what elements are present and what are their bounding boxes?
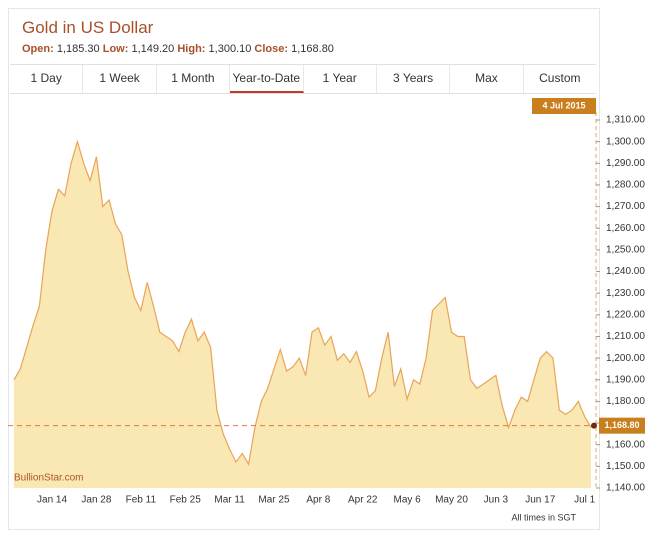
stat-label: High:: [177, 43, 206, 55]
x-tick-label: Apr 22: [348, 495, 378, 506]
y-tick-label: 1,220.00: [606, 309, 645, 320]
tab[interactable]: Custom: [539, 71, 581, 85]
y-tick-label: 1,270.00: [606, 201, 645, 212]
title: Gold in US Dollar: [22, 18, 154, 37]
y-tick-label: 1,260.00: [606, 223, 645, 234]
note: All times in SGT: [511, 512, 576, 522]
stat-value: 1,300.10: [208, 43, 252, 55]
tab[interactable]: 1 Month: [157, 65, 231, 93]
tab[interactable]: 3 Years: [377, 65, 451, 93]
y-tick-label: 1,180.00: [606, 396, 645, 407]
x-tick-label: Mar 11: [214, 495, 245, 506]
widget-frame: [8, 8, 600, 530]
stats: Open: 1,185.30 Low: 1,149.20 High: 1,300…: [22, 43, 334, 55]
y-tick-label: 1,240.00: [606, 266, 645, 277]
x-tick-label: Apr 8: [306, 495, 330, 506]
close-dot: [591, 422, 597, 429]
y-tick-label: 1,310.00: [606, 115, 645, 126]
price-line: [13, 139, 592, 466]
tab[interactable]: Year-to-Date: [230, 65, 304, 93]
y-tick-label: 1,200.00: [606, 353, 645, 364]
tab[interactable]: 1 Day: [10, 65, 84, 93]
x-tick-label: Jun 17: [525, 495, 555, 506]
x-tick-label: Jun 3: [484, 495, 509, 506]
tab[interactable]: 1 Week: [83, 65, 157, 93]
area-fill: [14, 141, 591, 488]
y-tick-label: 1,210.00: [606, 331, 645, 342]
x-tick-label: Mar 25: [258, 495, 290, 506]
stat-value: 1,168.80: [291, 43, 334, 55]
cursor-label: 4 Jul 2015: [542, 100, 585, 110]
close-label: 1,168.80: [604, 420, 639, 430]
x-tick-label: May 6: [394, 495, 422, 506]
y-tick-label: 1,280.00: [606, 180, 645, 191]
stat-label: Open:: [22, 43, 54, 55]
y-tick-label: 1,190.00: [606, 374, 645, 385]
stat-label: Close:: [254, 43, 289, 55]
x-tick-label: Jan 28: [81, 495, 111, 506]
close-label-box: [599, 417, 645, 434]
y-tick-label: 1,160.00: [606, 439, 645, 450]
x-tick-label: May 20: [435, 495, 468, 506]
x-tick-label: Jan 14: [37, 495, 67, 506]
y-tick-label: 1,290.00: [606, 158, 645, 169]
x-tick-label: Feb 11: [126, 495, 157, 506]
y-tick-label: 1,140.00: [606, 483, 645, 494]
stat-label: Low:: [102, 43, 129, 55]
stat-value: 1,185.30: [56, 43, 100, 55]
y-tick-label: 1,250.00: [606, 245, 645, 256]
x-tick-label: Jul 1: [574, 495, 596, 506]
watermark: BullionStar.com: [14, 473, 83, 484]
x-tick-label: Feb 25: [170, 495, 202, 506]
cursor-label-box: [532, 98, 596, 114]
y-tick-label: 1,230.00: [606, 288, 645, 299]
tab-bar: 1 Day 1 Week 1 Month Year-to-Date 1 Year 3 Ye…: [10, 64, 596, 94]
stat-value: 1,149.20: [131, 43, 175, 55]
tab[interactable]: 1 Year: [304, 65, 377, 93]
tab[interactable]: Max: [450, 65, 524, 93]
y-tick-label: 1,150.00: [606, 461, 645, 472]
y-tick-label: 1,300.00: [606, 136, 645, 147]
